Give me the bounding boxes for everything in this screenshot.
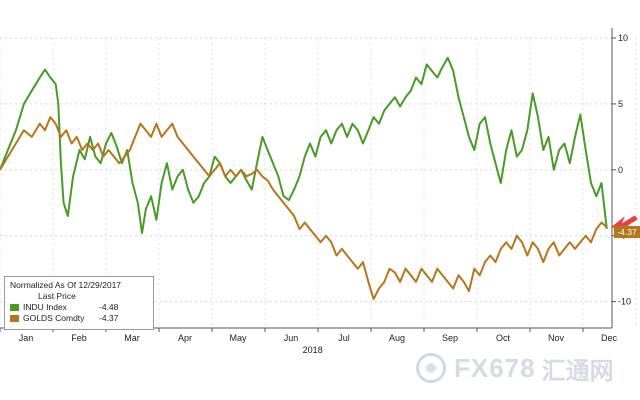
x-tick-label: Apr <box>178 333 192 343</box>
x-tick-label: Dec <box>601 333 618 343</box>
x-tick-label: Feb <box>71 333 87 343</box>
watermark: FX678 汇通网 <box>416 348 640 388</box>
legend-name-golds: GOLDS Comdty <box>23 313 85 323</box>
last-value-tag: -4.37 <box>614 226 640 238</box>
x-tick-label: Jan <box>19 333 34 343</box>
x-tick-label: Sep <box>442 333 458 343</box>
watermark-text-cn: 汇通网 <box>541 356 614 385</box>
x-tick-label: Jul <box>338 333 350 343</box>
legend-name-indu: INDU Index <box>23 302 67 312</box>
x-tick-label: May <box>229 333 247 343</box>
x-tick-label: Mar <box>124 333 140 343</box>
series-line-golds <box>0 116 608 300</box>
x-axis-year-label: 2018 <box>303 345 323 355</box>
x-tick-label: Jun <box>284 333 299 343</box>
y-tick-label: 0 <box>618 165 623 175</box>
legend-value-golds: -4.37 <box>99 313 119 323</box>
watermark-logo-icon <box>416 353 446 383</box>
legend-price-header: Last Price <box>38 291 76 301</box>
legend-swatch-golds <box>10 315 19 322</box>
y-tick-label: 10 <box>618 33 628 43</box>
y-tick-label: -10 <box>618 297 631 307</box>
series-line-indu <box>0 56 608 235</box>
watermark-text: FX678 <box>454 352 536 383</box>
legend-entry-indu: INDU Index -4.48 <box>10 302 148 313</box>
legend-value-indu: -4.48 <box>99 302 119 312</box>
x-tick-label: Aug <box>389 333 405 343</box>
legend-entry-golds: GOLDS Comdty -4.37 <box>10 313 148 324</box>
legend-swatch-indu <box>10 304 19 311</box>
y-tick-label: 5 <box>618 99 623 109</box>
x-tick-label: Nov <box>548 333 565 343</box>
legend: Normalized As Of 12/29/2017 Last Price I… <box>4 276 154 330</box>
legend-header: Normalized As Of 12/29/2017 <box>10 280 122 290</box>
x-tick-label: Oct <box>496 333 511 343</box>
